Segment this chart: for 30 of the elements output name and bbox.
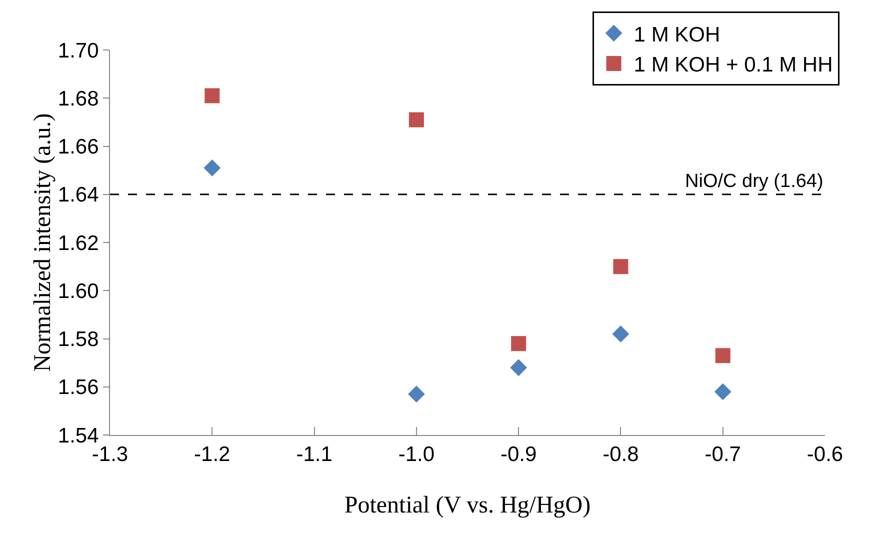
y-tick-label: 1.58 xyxy=(58,328,99,352)
y-tick-label: 1.68 xyxy=(58,87,99,110)
point xyxy=(714,383,732,400)
ref-line-label: NiO/C dry (1.64) xyxy=(685,171,824,192)
x-axis-title: Potential (V vs. Hg/HgO) xyxy=(344,492,591,518)
point xyxy=(204,88,220,104)
x-tick-label: -0.6 xyxy=(806,443,844,466)
point xyxy=(612,325,630,342)
y-tick-label: 1.56 xyxy=(58,376,99,400)
y-tick-label: 1.66 xyxy=(58,136,99,159)
point xyxy=(511,336,526,352)
x-tick-label: -0.8 xyxy=(602,443,639,466)
y-tick-label: 1.64 xyxy=(58,184,100,207)
x-tick-label: -0.7 xyxy=(704,443,741,466)
point xyxy=(510,359,528,376)
point xyxy=(204,159,221,176)
x-tick-label: -0.9 xyxy=(500,443,537,466)
point xyxy=(408,112,424,128)
x-tick-label: -1.0 xyxy=(398,443,435,466)
x-tick-label: -1.1 xyxy=(296,443,332,466)
x-tick-label: -1.2 xyxy=(194,443,230,466)
point xyxy=(408,386,425,403)
y-tick-label: 1.60 xyxy=(58,280,99,303)
point xyxy=(715,348,730,364)
y-axis-title: Normalized intensity (a.u.) xyxy=(30,113,56,372)
point xyxy=(613,259,628,274)
legend-label: 1 M KOH + 0.1 M HH xyxy=(634,54,833,77)
legend-label: 1 M KOH xyxy=(634,23,720,46)
y-tick-label: 1.70 xyxy=(58,39,99,62)
y-tick-label: 1.62 xyxy=(58,232,99,255)
